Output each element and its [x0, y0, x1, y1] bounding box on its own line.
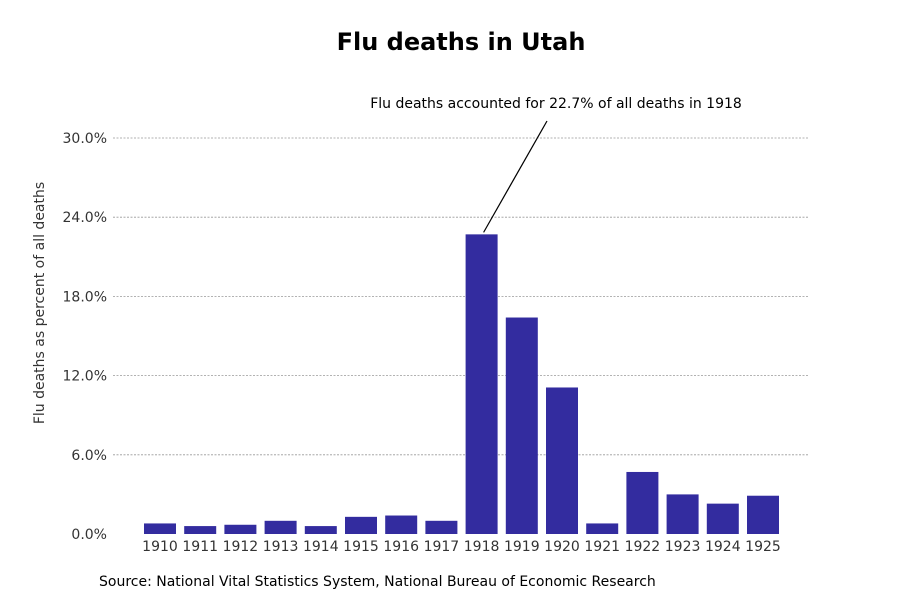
- x-tick-label: 1922: [625, 539, 661, 555]
- annotation-text: Flu deaths accounted for 22.7% of all de…: [370, 96, 742, 112]
- bar-1914: [304, 526, 337, 534]
- bar-1910: [144, 523, 176, 534]
- annotation-arrow: [483, 120, 548, 233]
- x-tick-label: 1914: [303, 539, 339, 555]
- bar-1918: [465, 234, 498, 535]
- y-tick-label: 6.0%: [71, 448, 107, 464]
- bar-1921: [586, 523, 619, 534]
- bar-1923: [666, 494, 699, 534]
- y-tick-label: 30.0%: [63, 131, 107, 147]
- y-axis-ticks: 0.0% 6.0% 12.0% 18.0% 24.0% 30.0%: [63, 131, 107, 543]
- bar-1913: [264, 520, 297, 534]
- x-tick-label: 1910: [142, 539, 178, 555]
- bars: [144, 234, 779, 535]
- x-tick-label: 1913: [263, 539, 299, 555]
- x-tick-label: 1912: [223, 539, 259, 555]
- y-axis-label: Flu deaths as percent of all deaths: [32, 182, 48, 424]
- x-tick-label: 1924: [705, 539, 741, 555]
- y-tick-label: 0.0%: [71, 527, 107, 543]
- y-tick-label: 24.0%: [63, 210, 107, 226]
- bar-1912: [224, 524, 257, 534]
- bar-1920: [546, 387, 578, 534]
- x-tick-label: 1925: [745, 539, 781, 555]
- x-tick-label: 1915: [343, 539, 379, 555]
- gridlines: [113, 137, 809, 456]
- bar-1925: [747, 495, 779, 534]
- bar-1917: [425, 520, 458, 534]
- x-tick-label: 1923: [665, 539, 701, 555]
- source-note: Source: National Vital Statistics System…: [99, 574, 656, 590]
- chart-title: Flu deaths in Utah: [336, 28, 586, 56]
- x-tick-label: 1916: [383, 539, 419, 555]
- bar-1924: [706, 503, 739, 534]
- bar-1916: [385, 515, 418, 534]
- bar-1915: [345, 516, 377, 534]
- y-tick-label: 12.0%: [63, 369, 107, 385]
- y-tick-label: 18.0%: [63, 289, 107, 305]
- x-tick-label: 1920: [544, 539, 580, 555]
- bar-1911: [184, 526, 217, 534]
- x-axis-ticks: 1910 1911 1912 1913 1914 1915 1916 1917 1918 1919…: [142, 539, 781, 555]
- bar-1922: [626, 471, 659, 534]
- x-tick-label: 1911: [182, 539, 218, 555]
- bar-1919: [505, 317, 538, 534]
- x-tick-label: 1917: [424, 539, 460, 555]
- x-tick-label: 1919: [504, 539, 540, 555]
- x-tick-label: 1921: [584, 539, 620, 555]
- x-tick-label: 1918: [464, 539, 500, 555]
